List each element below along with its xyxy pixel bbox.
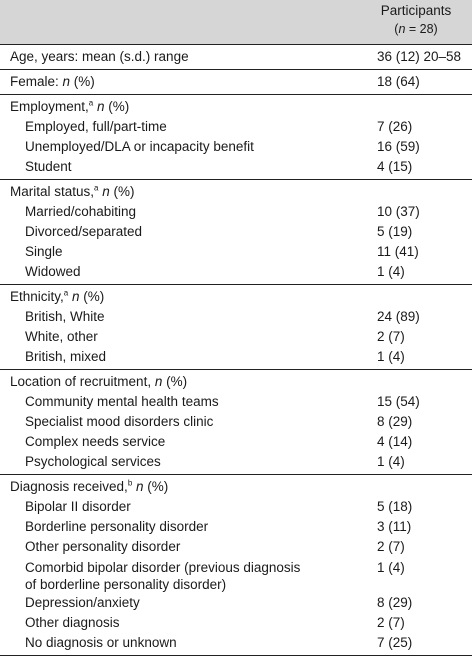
row-label: Other personality disorder (25, 539, 181, 554)
row-value: 4 (15) (377, 159, 413, 174)
row-label: Borderline personality disorder (25, 519, 209, 534)
section-age: Age, years: mean (s.d.) range 36 (12) 20… (0, 45, 472, 70)
row-value: 5 (18) (377, 499, 413, 514)
row-label: Bipolar II disorder (25, 499, 131, 514)
row-value: 36 (12) 20–58 (377, 49, 462, 64)
table-row: British, mixed 1 (4) (0, 347, 472, 367)
table-row: Bipolar II disorder 5 (18) (0, 497, 472, 517)
table-row: Depression/anxiety 8 (29) (0, 593, 472, 613)
table-row: Age, years: mean (s.d.) range 36 (12) 20… (0, 47, 472, 67)
section-title: Location of recruitment, n (%) (10, 374, 188, 389)
row-label: Age, years: mean (s.d.) range (10, 49, 189, 64)
row-label: Specialist mood disorders clinic (25, 414, 214, 429)
section-title: Ethnicity,a n (%) (10, 288, 105, 304)
row-label: Married/cohabiting (25, 204, 137, 219)
column-header: Participants (n = 28) (360, 2, 472, 38)
row-label: Employed, full/part-time (25, 119, 167, 134)
table-row: Community mental health teams 15 (54) (0, 392, 472, 412)
row-value: 1 (4) (377, 560, 405, 575)
section-heading: Employment,a n (%) (0, 97, 472, 117)
section-heading: Ethnicity,a n (%) (0, 287, 472, 307)
row-value: 8 (29) (377, 595, 413, 610)
header-rule (0, 44, 472, 45)
row-value: 24 (89) (377, 309, 420, 324)
row-value: 5 (19) (377, 224, 413, 239)
table-row: Widowed 1 (4) (0, 262, 472, 282)
row-label: Divorced/separated (25, 224, 143, 239)
section-title: Employment,a n (%) (10, 98, 130, 114)
row-label: British, White (25, 309, 105, 324)
section-title: Marital status,a n (%) (10, 183, 135, 199)
section-marital-status: Marital status,a n (%) Married/cohabitin… (0, 180, 472, 285)
row-value: 2 (7) (377, 615, 405, 630)
row-value: 7 (25) (377, 635, 413, 650)
table-row: Borderline personality disorder 3 (11) (0, 517, 472, 537)
table-row: No diagnosis or unknown 7 (25) (0, 633, 472, 653)
section-location-of-recruitment: Location of recruitment, n (%) Community… (0, 370, 472, 475)
column-title: Participants (380, 3, 452, 18)
row-label: British, mixed (25, 349, 107, 364)
row-label: Psychological services (25, 454, 161, 469)
table-row: Student 4 (15) (0, 157, 472, 177)
row-value: 8 (29) (377, 414, 413, 429)
table-row: Single 11 (41) (0, 242, 472, 262)
table-row: Other diagnosis 2 (7) (0, 613, 472, 633)
row-label: Comorbid bipolar disorder (previous diag… (25, 560, 301, 592)
row-value: 1 (4) (377, 349, 405, 364)
table-header: Participants (n = 28) (0, 0, 472, 44)
table-row: Other personality disorder 2 (7) (0, 537, 472, 557)
row-value: 18 (64) (377, 74, 420, 89)
row-label: Other diagnosis (25, 615, 120, 630)
column-sample-size: (n = 28) (394, 22, 438, 36)
row-value: 15 (54) (377, 394, 420, 409)
row-value: 2 (7) (377, 329, 405, 344)
row-value: 2 (7) (377, 539, 405, 554)
row-value: 11 (41) (377, 244, 419, 259)
row-label: Unemployed/DLA or incapacity benefit (25, 139, 254, 154)
table-row: Divorced/separated 5 (19) (0, 222, 472, 242)
section-diagnosis-received: Diagnosis received,b n (%) Bipolar II di… (0, 475, 472, 656)
row-label: Student (25, 159, 72, 174)
section-female: Female: n (%) 18 (64) (0, 70, 472, 95)
table-row: British, White 24 (89) (0, 307, 472, 327)
row-value: 1 (4) (377, 454, 405, 469)
table-row: Psychological services 1 (4) (0, 452, 472, 472)
row-value: 3 (11) (377, 519, 412, 534)
table-row: Specialist mood disorders clinic 8 (29) (0, 412, 472, 432)
row-label: No diagnosis or unknown (25, 635, 177, 650)
row-value: 7 (26) (377, 119, 413, 134)
table-row: Complex needs service 4 (14) (0, 432, 472, 452)
section-title: Diagnosis received,b n (%) (10, 478, 169, 494)
row-label: Female: n (%) (10, 74, 95, 89)
row-value: 1 (4) (377, 264, 405, 279)
row-label: Complex needs service (25, 434, 166, 449)
row-label: Widowed (25, 264, 81, 279)
section-heading: Location of recruitment, n (%) (0, 372, 472, 392)
section-ethnicity: Ethnicity,a n (%) British, White 24 (89) … (0, 285, 472, 370)
row-label: Single (25, 244, 63, 259)
table-row: Employed, full/part-time 7 (26) (0, 117, 472, 137)
row-value: 16 (59) (377, 139, 420, 154)
row-value: 4 (14) (377, 434, 413, 449)
row-label: Depression/anxiety (25, 595, 140, 610)
table-row: Married/cohabiting 10 (37) (0, 202, 472, 222)
row-label: Community mental health teams (25, 394, 219, 409)
table-row: Female: n (%) 18 (64) (0, 72, 472, 92)
section-employment: Employment,a n (%) Employed, full/part-t… (0, 95, 472, 180)
table-row: Comorbid bipolar disorder (previous diag… (0, 557, 472, 593)
section-heading: Marital status,a n (%) (0, 182, 472, 202)
table-row: White, other 2 (7) (0, 327, 472, 347)
row-value: 10 (37) (377, 204, 420, 219)
section-heading: Diagnosis received,b n (%) (0, 477, 472, 497)
table-row: Unemployed/DLA or incapacity benefit 16 (… (0, 137, 472, 157)
row-label: White, other (25, 329, 98, 344)
